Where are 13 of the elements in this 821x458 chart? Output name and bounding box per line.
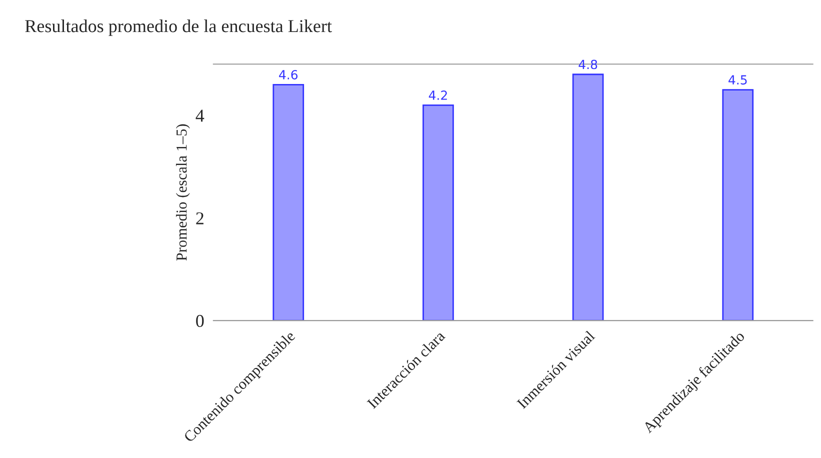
bar xyxy=(722,89,754,321)
data-label: 4.5 xyxy=(728,75,747,85)
y-tick-label: 0 xyxy=(196,314,204,328)
bar xyxy=(272,84,304,321)
data-label: 4.8 xyxy=(578,60,598,70)
bar xyxy=(572,74,604,321)
chart-title: Resultados promedio de la encuesta Likert xyxy=(25,20,332,36)
y-tick-label: 2 xyxy=(196,212,204,224)
y-axis-title: Promedio (escala 1–5) xyxy=(176,124,190,261)
data-label: 4.2 xyxy=(428,90,447,100)
bar xyxy=(422,104,454,321)
data-label: 4.6 xyxy=(279,70,298,80)
y-tick-label: 4 xyxy=(196,110,204,122)
